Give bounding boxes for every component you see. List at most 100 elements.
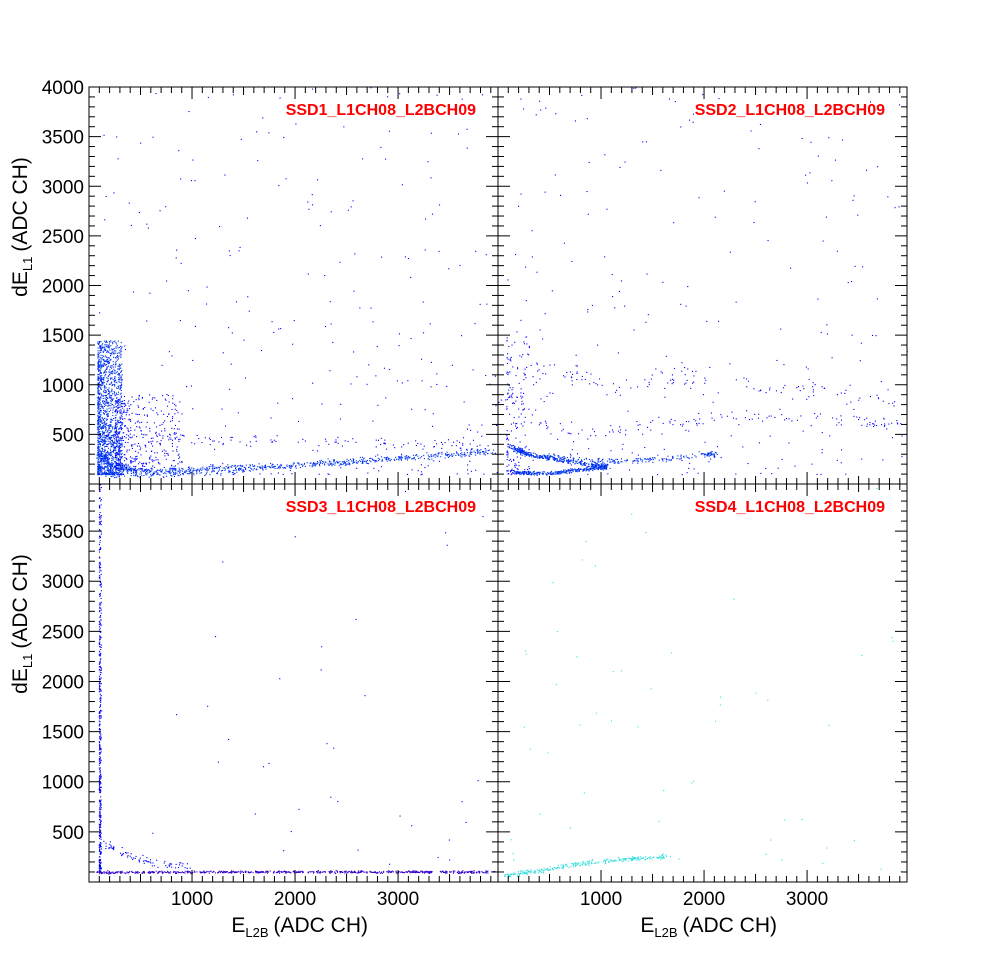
scatter-point (182, 434, 184, 436)
scatter-point (729, 251, 731, 253)
scatter-point (150, 437, 152, 439)
scatter-point (645, 141, 647, 143)
scatter-point (514, 448, 516, 450)
scatter-point (98, 441, 100, 443)
scatter-point (120, 428, 122, 430)
scatter-point (141, 474, 143, 476)
scatter-point (598, 458, 600, 460)
scatter-point (146, 474, 148, 476)
scatter-point (115, 458, 117, 460)
scatter-point (708, 455, 710, 457)
scatter-point (107, 362, 109, 364)
scatter-point (249, 441, 251, 443)
scatter-point (97, 421, 99, 423)
scatter-point (190, 472, 192, 474)
scatter-point (339, 461, 341, 463)
scatter-point (340, 467, 342, 469)
scatter-point (235, 466, 237, 468)
scatter-point (506, 465, 508, 467)
scatter-point (108, 357, 110, 359)
scatter-point (102, 412, 104, 414)
scatter-point (616, 389, 618, 391)
scatter-point (549, 472, 551, 474)
scatter-point (124, 475, 126, 477)
scatter-point (164, 398, 166, 400)
scatter-point (664, 387, 666, 389)
scatter-point (105, 340, 107, 342)
scatter-point (179, 401, 181, 403)
scatter-point (134, 422, 136, 424)
scatter-point (310, 462, 312, 464)
scatter-point (114, 376, 116, 378)
scatter-point (517, 472, 519, 474)
scatter-point (121, 374, 123, 376)
scatter-point (126, 472, 128, 474)
scatter-point (120, 443, 122, 445)
scatter-point (115, 392, 117, 394)
scatter-point (170, 468, 172, 470)
scatter-point (106, 460, 108, 462)
scatter-point (105, 427, 107, 429)
scatter-point (569, 456, 571, 458)
scatter-point (398, 456, 400, 458)
scatter-point (716, 454, 718, 456)
scatter-point (876, 394, 878, 396)
scatter-point (132, 291, 134, 293)
scatter-point (658, 459, 660, 461)
scatter-point (142, 408, 144, 410)
scatter-point (566, 459, 568, 461)
scatter-point (249, 465, 251, 467)
scatter-point (602, 465, 604, 467)
scatter-point (171, 420, 173, 422)
scatter-point (115, 453, 117, 455)
scatter-point (295, 465, 297, 467)
scatter-point (110, 400, 112, 402)
scatter-point (102, 418, 104, 420)
scatter-point (850, 401, 852, 403)
scatter-point (119, 452, 121, 454)
scatter-point (105, 368, 107, 370)
scatter-point (149, 427, 151, 429)
scatter-point (465, 454, 467, 456)
scatter-point (155, 470, 157, 472)
scatter-point (126, 449, 128, 451)
scatter-point (97, 429, 99, 431)
scatter-point (104, 375, 106, 377)
scatter-point (579, 462, 581, 464)
scatter-point (117, 458, 119, 460)
scatter-point (428, 456, 430, 458)
scatter-point (570, 471, 572, 473)
scatter-point (99, 345, 101, 347)
scatter-point (99, 356, 101, 358)
scatter-point (378, 470, 380, 472)
scatter-point (116, 343, 118, 345)
scatter-point (99, 371, 101, 373)
scatter-point (107, 350, 109, 352)
scatter-point (118, 437, 120, 439)
scatter-point (362, 458, 364, 460)
scatter-point (111, 370, 113, 372)
scatter-point (334, 459, 336, 461)
scatter-point (117, 357, 119, 359)
scatter-point (243, 470, 245, 472)
scatter-point (156, 452, 158, 454)
scatter-point (522, 472, 524, 474)
scatter-point (571, 377, 573, 379)
scatter-point (97, 428, 99, 430)
scatter-point (594, 465, 596, 467)
scatter-point (561, 472, 563, 474)
scatter-point (184, 470, 186, 472)
scatter-point (177, 474, 179, 476)
scatter-point (516, 471, 518, 473)
scatter-point (531, 230, 533, 232)
scatter-point (507, 473, 509, 475)
scatter-point (110, 421, 112, 423)
scatter-point (368, 463, 370, 465)
scatter-point (856, 416, 858, 418)
scatter-point (118, 410, 120, 412)
scatter-point (462, 444, 464, 446)
scatter-point (516, 473, 518, 475)
scatter-point (117, 404, 119, 406)
scatter-point (101, 450, 103, 452)
scatter-point (407, 473, 409, 475)
